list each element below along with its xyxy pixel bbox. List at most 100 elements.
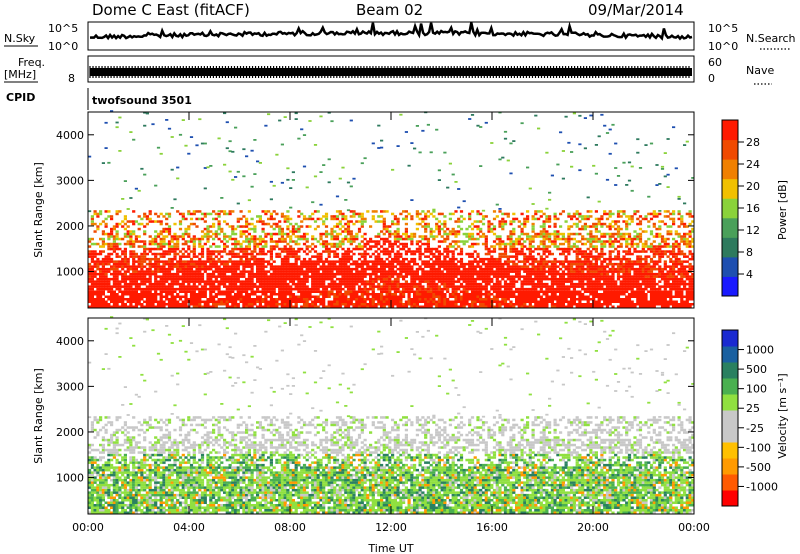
power-cell [234, 247, 238, 251]
power-cell [377, 282, 381, 286]
power-cell [432, 265, 436, 268]
power-cell [575, 225, 579, 228]
power-cell [187, 277, 191, 281]
power-cell [294, 300, 298, 303]
power-cell [501, 267, 505, 271]
power-cell [278, 285, 282, 288]
power-cell [402, 265, 406, 268]
power-cell [151, 287, 155, 291]
power-cell [575, 290, 579, 293]
power-cell [346, 305, 351, 308]
nave-label: Nave [746, 64, 774, 77]
power-cell [523, 298, 527, 301]
power-cell [217, 298, 221, 301]
power-cell [225, 245, 229, 248]
power-cell [526, 166, 530, 169]
power-cell [564, 285, 568, 288]
power-cell [454, 303, 458, 306]
power-cell [556, 245, 560, 248]
power-cell [335, 222, 340, 226]
power-cell [294, 287, 298, 291]
power-cell [352, 210, 356, 213]
power-cell [311, 300, 315, 303]
power-cell [110, 287, 114, 291]
power-cell [239, 295, 243, 298]
power-cell [382, 295, 386, 298]
power-cell [520, 222, 524, 226]
power-cell [473, 290, 477, 293]
power-cell [140, 282, 144, 286]
power-cell [200, 295, 205, 298]
power-cell [380, 260, 384, 263]
power-cell [512, 242, 516, 246]
power-cell [203, 303, 207, 306]
power-cell [415, 125, 419, 127]
power-cell [236, 275, 240, 278]
power-cell [324, 293, 329, 296]
power-cell [391, 220, 395, 223]
power-cell [534, 114, 538, 117]
power-cell [462, 300, 466, 303]
power-cell [137, 255, 141, 258]
power-cell [446, 252, 450, 256]
power-cell [206, 267, 210, 271]
power-cell [132, 245, 136, 248]
power-cell [305, 186, 309, 189]
power-cell [476, 272, 480, 276]
power-cell [550, 295, 554, 298]
power-cell [96, 257, 100, 261]
power-cell [333, 260, 337, 263]
power-cell [454, 230, 458, 233]
power-cell [162, 277, 166, 281]
power-cell [140, 255, 144, 258]
power-cell [145, 285, 149, 288]
power-cell [228, 267, 232, 271]
power-cell [506, 267, 510, 271]
power-cell [385, 270, 389, 273]
power-cell [162, 242, 166, 246]
power-cell [462, 272, 466, 276]
power-cell [319, 255, 323, 258]
power-cell [413, 147, 417, 150]
power-cell [242, 247, 246, 251]
power-cell [572, 112, 576, 115]
power-cell [399, 252, 403, 256]
power-cell [280, 293, 284, 296]
power-cell [195, 260, 199, 263]
power-cell [459, 252, 464, 256]
power-cell [542, 225, 546, 228]
power-cell [341, 262, 345, 266]
power-cell [492, 265, 497, 268]
power-cell [570, 217, 574, 221]
power-cell [542, 232, 546, 236]
power-cell [393, 300, 397, 303]
power-cell [96, 252, 100, 256]
power-cell [457, 280, 461, 283]
power-cell [88, 210, 92, 213]
power-cell [167, 215, 172, 218]
power-cell [148, 285, 152, 288]
power-cell [206, 227, 210, 231]
power-cell [509, 222, 513, 226]
power-cell [498, 257, 502, 261]
power-cell [267, 282, 271, 286]
power-cell [189, 260, 194, 263]
power-cell [380, 290, 384, 293]
power-cell [123, 272, 127, 276]
power-cell [559, 285, 563, 288]
power-cell [165, 295, 169, 298]
power-cell [99, 280, 103, 283]
power-cell [520, 232, 524, 236]
power-cell [333, 285, 337, 288]
power-cell [481, 222, 486, 226]
power-cell [297, 255, 301, 258]
power-cell [327, 295, 331, 298]
power-cell [446, 277, 450, 281]
power-cell [528, 298, 532, 301]
power-cell [407, 247, 411, 251]
power-cell [382, 290, 386, 293]
power-cell [305, 298, 309, 301]
power-cell [550, 260, 554, 263]
power-cell [151, 303, 155, 306]
power-cell [437, 179, 441, 181]
